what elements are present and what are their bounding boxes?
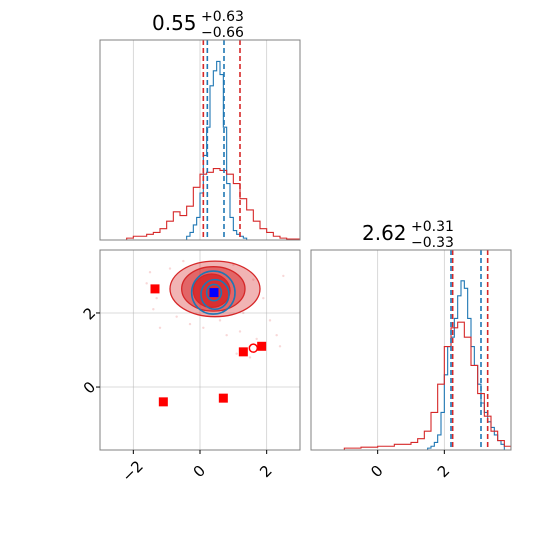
scatter-point-16 — [238, 330, 242, 333]
blue-contour-0 — [190, 270, 236, 315]
bottom-left-grid — [100, 250, 300, 450]
scatter-point-21 — [225, 333, 228, 337]
bottom-right-histograms — [343, 280, 511, 450]
bl-x-tick-label-0: −2 — [118, 457, 146, 485]
bottom-left-x-ticks: −2 0 2 — [118, 450, 276, 485]
scatter-point-19 — [155, 296, 158, 300]
scatter-point-1 — [152, 308, 155, 311]
scatter-point-13 — [268, 319, 272, 322]
scatter-point-20 — [282, 274, 285, 278]
panel-top-left: 0.55 +0.63 −0.66 — [99, 9, 301, 241]
histogram-series-red — [343, 321, 511, 450]
red-square-marker-0 — [150, 284, 160, 294]
bl-y-tick-label-1: 2 — [80, 304, 99, 323]
scatter-point-18 — [248, 356, 252, 359]
scatter-point-8 — [218, 319, 222, 322]
histogram-series-blue — [183, 60, 250, 240]
scatter-point-15 — [255, 337, 258, 341]
scatter-point-7 — [202, 326, 205, 329]
scatter-point-12 — [262, 296, 265, 300]
red-square-marker-2 — [257, 341, 267, 351]
title-median: 2.62 — [362, 221, 407, 245]
scatter-point-14 — [275, 333, 278, 337]
bl-x-tick-label-2: 2 — [256, 462, 275, 481]
top-left-frame — [99, 39, 301, 241]
top-left-title: 0.55 +0.63 −0.66 — [152, 9, 244, 41]
scatter-point-17 — [278, 345, 282, 348]
bottom-right-quantile-lines — [450, 250, 489, 450]
blue-contour-1 — [200, 278, 230, 311]
title-lower: −0.33 — [411, 235, 454, 251]
scatter-point-2 — [158, 326, 162, 329]
scatter-point-23 — [235, 352, 238, 355]
scatter-point-0 — [148, 271, 152, 274]
title-upper: +0.63 — [201, 9, 244, 25]
blue-contour-2 — [205, 283, 223, 302]
panel-bottom-left: −2 0 2 02 — [80, 249, 301, 485]
red-circle-marker — [248, 343, 259, 353]
bl-y-tick-label-0: 0 — [80, 378, 99, 397]
blue-square-marker — [209, 288, 219, 298]
red-square-marker-4 — [218, 393, 228, 403]
title-lower: −0.66 — [201, 25, 244, 41]
scatter-point-4 — [175, 315, 178, 318]
scatter-point-11 — [252, 278, 255, 281]
bottom-left-plot-body — [145, 259, 285, 407]
scatter-point-22 — [145, 282, 148, 285]
bottom-right-title: 2.62 +0.31 −0.33 — [362, 219, 454, 251]
br-x-tick-label-0: 0 — [367, 462, 386, 481]
title-upper: +0.31 — [411, 219, 454, 235]
bottom-right-frame — [310, 249, 512, 451]
bottom-left-y-ticks: 02 — [80, 304, 100, 397]
histogram-series-blue — [427, 280, 505, 450]
top-left-histograms — [126, 60, 300, 240]
bottom-right-grid — [377, 250, 445, 450]
br-x-tick-label-1: 2 — [434, 462, 453, 481]
histogram-series-red — [126, 168, 300, 240]
red-square-marker-1 — [238, 347, 248, 357]
scatter-point-6 — [188, 322, 192, 326]
scatter-point-3 — [168, 267, 172, 270]
bl-x-tick-label-1: 0 — [190, 462, 209, 481]
title-median: 0.55 — [152, 11, 197, 35]
top-left-quantile-lines — [202, 40, 241, 240]
scatter-point-10 — [242, 311, 245, 315]
scatter-point-5 — [182, 259, 185, 263]
red-square-marker-3 — [158, 397, 168, 407]
